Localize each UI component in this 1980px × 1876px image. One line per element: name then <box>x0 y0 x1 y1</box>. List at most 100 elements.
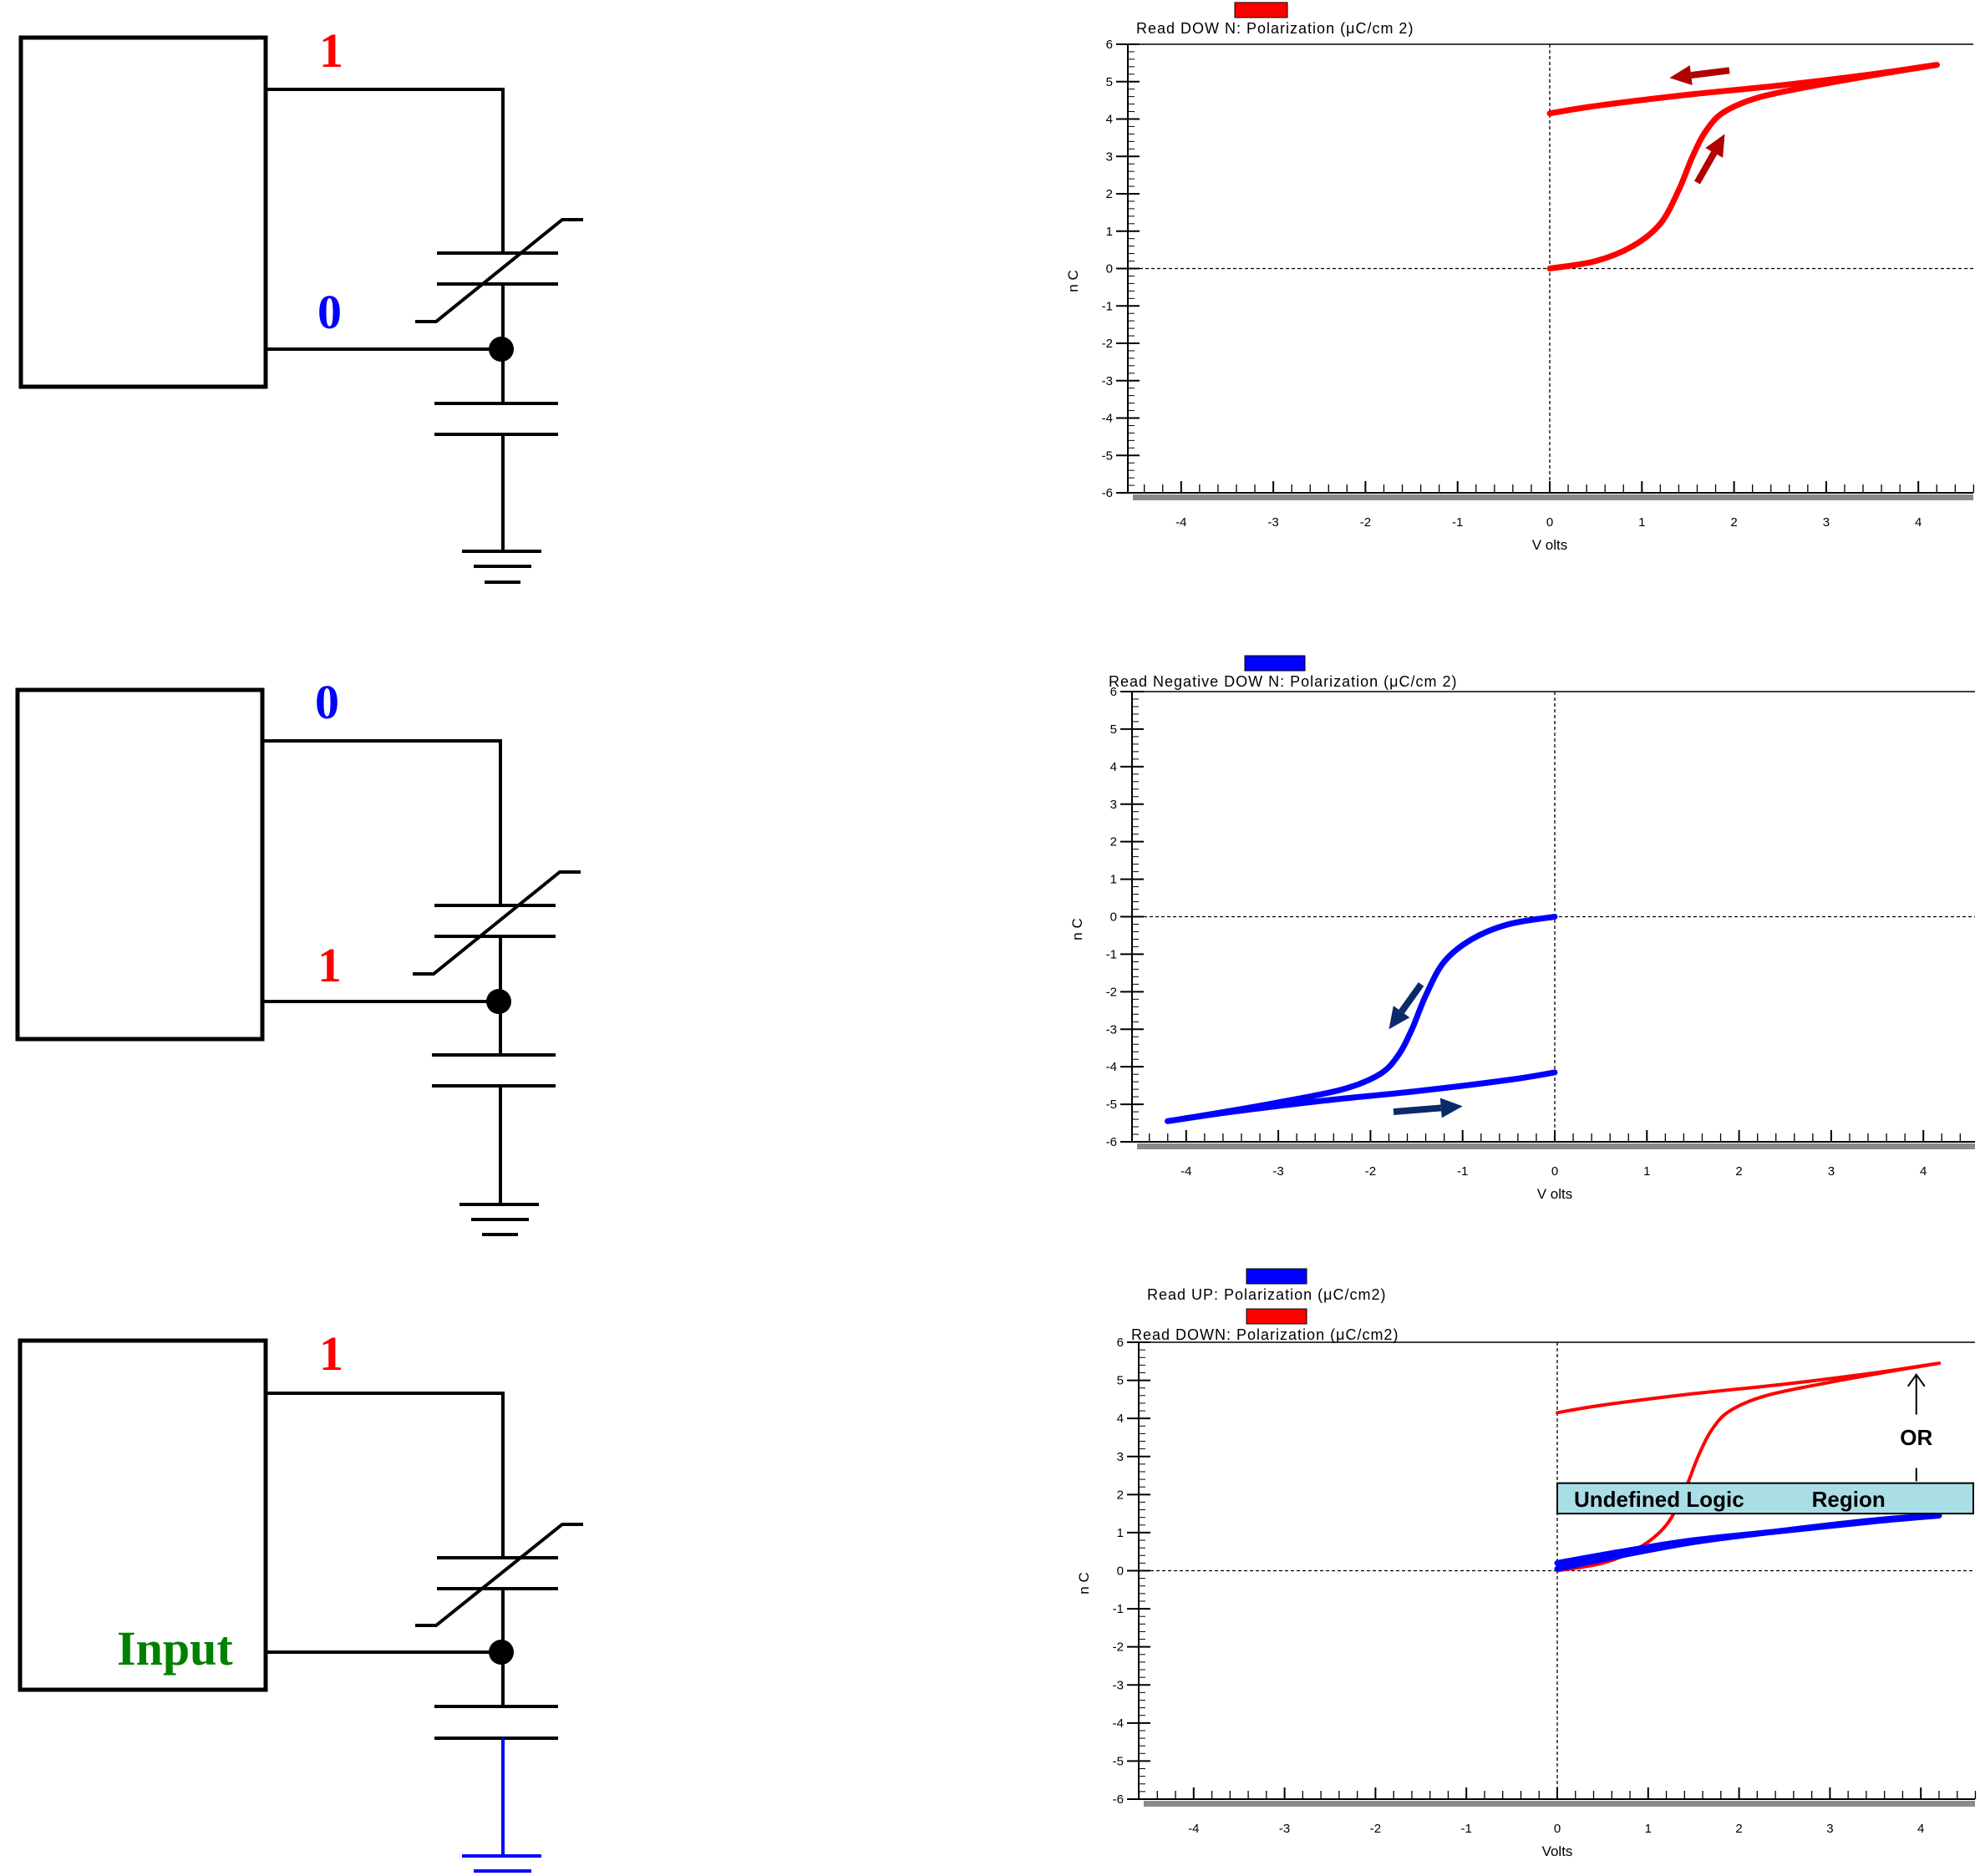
y-tick-label: 3 <box>1117 1450 1124 1464</box>
circuit-1 <box>18 35 583 584</box>
y-tick-label: 1 <box>1106 225 1113 239</box>
circuit-1-node <box>489 337 514 362</box>
direction-arrow-shaft <box>1690 67 1730 79</box>
y-tick-label: 5 <box>1117 1374 1124 1388</box>
y-tick-label: 1 <box>1117 1526 1124 1540</box>
series-line-0 <box>1546 62 1940 271</box>
y-tick-label: 3 <box>1110 798 1117 812</box>
x-tick-label: -1 <box>1452 515 1463 530</box>
legend-label: Read DOW N: Polarization (μC/cm 2) <box>1136 20 1414 37</box>
series-line-0 <box>1556 1361 1941 1573</box>
legend-swatch <box>1246 1268 1307 1285</box>
x-tick-label: 3 <box>1826 1822 1833 1836</box>
x-tick-label: -4 <box>1175 515 1186 530</box>
direction-arrow-shaft <box>1393 1104 1442 1116</box>
y-tick-label: 5 <box>1110 723 1117 737</box>
circuit-1-top-wire <box>266 88 505 252</box>
y-tick-label: -5 <box>1102 449 1113 463</box>
x-tick-label: 1 <box>1643 1164 1650 1179</box>
x-tick-label: 3 <box>1828 1164 1835 1179</box>
x-tick-label: 0 <box>1546 515 1553 530</box>
y-tick-label: 4 <box>1110 760 1117 774</box>
direction-arrow-shaft <box>1694 151 1718 185</box>
x-tick-label: -1 <box>1461 1822 1472 1836</box>
y-tick-label: -4 <box>1102 412 1113 426</box>
legend-swatch <box>1244 655 1306 672</box>
x-tick-label: -3 <box>1267 515 1278 530</box>
hysteresis-chart-read-negative-down: 6 5 4 3 2 1 0 -1 -2 -3 -4 -5 -6 -4 -3 -2 -1 0 1 2 3 4 V olts n … <box>1069 655 1975 1202</box>
series-line-0 <box>1165 914 1558 1124</box>
direction-arrow-head <box>1439 1098 1463 1118</box>
y-tick-label: -6 <box>1113 1792 1124 1807</box>
or-arrow-head <box>1906 1373 1926 1387</box>
y-tick-label: -1 <box>1102 299 1113 313</box>
circuit-3 <box>18 1338 583 1740</box>
circuit-2-ferro-slash <box>413 870 581 976</box>
x-tick-label: -4 <box>1188 1822 1199 1836</box>
or-label: OR <box>1900 1425 1932 1450</box>
x-tick-label: -2 <box>1360 515 1371 530</box>
x-tick-label: 0 <box>1551 1164 1558 1179</box>
legend-label: Read Negative DOW N: Polarization (μC/cm… <box>1109 673 1457 690</box>
x-axis-shadow <box>1137 1143 1975 1149</box>
circuit-1-top-label: 1 <box>319 23 343 78</box>
y-tick-label: -4 <box>1106 1060 1117 1074</box>
x-tick-label: 4 <box>1915 515 1922 530</box>
y-tick-label: 2 <box>1117 1488 1124 1502</box>
x-tick-label: 2 <box>1735 1164 1742 1179</box>
y-tick-label: -4 <box>1113 1716 1124 1731</box>
x-tick-label: -2 <box>1370 1822 1381 1836</box>
legend-label: Read UP: Polarization (μC/cm2) <box>1147 1286 1386 1303</box>
circuit-3-node <box>489 1640 514 1665</box>
y-tick-label: -3 <box>1102 374 1113 388</box>
circuit-2-bottom-label: 1 <box>317 938 342 992</box>
x-tick-label: 1 <box>1645 1822 1652 1836</box>
direction-arrow-head <box>1669 65 1693 85</box>
circuit-3-top-wire <box>266 1392 505 1557</box>
x-tick-label: 2 <box>1730 515 1737 530</box>
direction-arrow-shaft <box>1399 982 1424 1014</box>
y-tick-label: -6 <box>1102 486 1113 500</box>
y-tick-label: 3 <box>1106 150 1113 164</box>
circuit-2-block <box>15 687 265 1042</box>
y-tick-label: 6 <box>1110 685 1117 699</box>
x-tick-label: 1 <box>1638 515 1645 530</box>
y-tick-label: -2 <box>1102 337 1113 351</box>
y-tick-label: 4 <box>1117 1412 1124 1426</box>
circuit-2-top-wire <box>262 739 502 905</box>
circuit-2-node <box>486 989 511 1014</box>
y-axis-label: n C <box>1069 918 1085 940</box>
circuit-3-block <box>18 1338 268 1692</box>
x-tick-label: -3 <box>1279 1822 1290 1836</box>
y-tick-label: 2 <box>1110 835 1117 849</box>
series-line-1 <box>1554 1512 1942 1572</box>
hysteresis-chart-read-down: 6 5 4 3 2 1 0 -1 -2 -3 -4 -5 -6 -4 -3 -2 -1 0 1 2 3 4 V olts n … <box>1065 2 1975 553</box>
x-tick-label: -1 <box>1457 1164 1468 1179</box>
hysteresis-chart-combined: 6 5 4 3 2 1 0 -1 -2 -3 -4 -5 -6 -4 -3 -2 -1 0 1 2 3 4 Volts n C… <box>1076 1268 1977 1859</box>
direction-arrow-head <box>1705 134 1725 158</box>
y-tick-label: -6 <box>1106 1135 1117 1149</box>
y-tick-label: -3 <box>1113 1678 1124 1692</box>
x-axis-shadow <box>1133 494 1973 500</box>
x-tick-label: 2 <box>1735 1822 1742 1836</box>
y-tick-label: -5 <box>1106 1098 1117 1112</box>
undefined-logic-label: Undefined Logic <box>1574 1487 1744 1512</box>
y-tick-label: -3 <box>1106 1022 1117 1037</box>
circuit-2-top-label: 0 <box>315 675 339 729</box>
y-tick-label: -1 <box>1113 1602 1124 1616</box>
circuit-2 <box>15 687 581 1236</box>
y-tick-label: 6 <box>1117 1336 1124 1350</box>
x-tick-label: -2 <box>1365 1164 1376 1179</box>
y-axis-label: n C <box>1065 270 1081 292</box>
y-tick-label: 0 <box>1106 262 1113 276</box>
x-axis-label: Volts <box>1542 1843 1573 1859</box>
y-tick-label: 6 <box>1106 38 1113 52</box>
circuit-1-block <box>18 35 268 389</box>
y-tick-label: 2 <box>1106 187 1113 201</box>
legend-label: Read DOWN: Polarization (μC/cm2) <box>1131 1326 1399 1343</box>
y-tick-label: -2 <box>1106 985 1117 999</box>
x-axis-label: V olts <box>1532 537 1568 553</box>
x-tick-label: 3 <box>1823 515 1830 530</box>
x-tick-label: 0 <box>1554 1822 1561 1836</box>
